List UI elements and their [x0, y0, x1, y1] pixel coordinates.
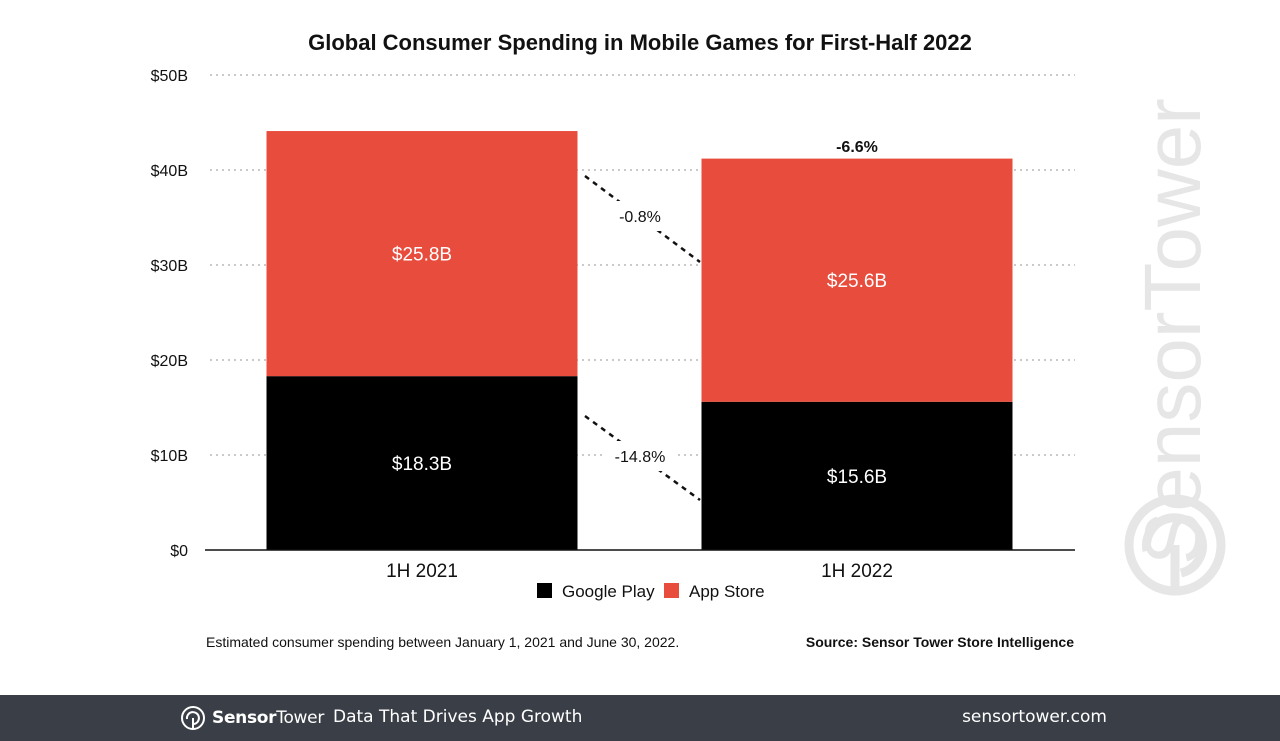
y-axis: $0 $10B $20B $30B $40B $50B [151, 68, 188, 560]
bar-segment-app-store [701, 158, 1013, 402]
chart-title: Global Consumer Spending in Mobile Games… [308, 30, 972, 55]
sensor-tower-logo-icon [181, 706, 205, 730]
y-tick-label: $0 [170, 543, 188, 560]
bar-value-label: $25.6B [827, 271, 887, 292]
x-tick-label: 1H 2022 [821, 561, 893, 582]
y-tick-label: $50B [151, 68, 188, 85]
footnote: Estimated consumer spending between Janu… [206, 634, 680, 650]
y-tick-label: $20B [151, 353, 188, 370]
footer-brand-tower: Tower [276, 708, 325, 728]
chart: Global Consumer Spending in Mobile Games… [151, 30, 1075, 601]
bar-segment-google-play [266, 376, 578, 550]
legend-label-google-play: Google Play [562, 582, 655, 601]
y-tick-label: $40B [151, 163, 188, 180]
source-note: Source: Sensor Tower Store Intelligence [805, 634, 1074, 650]
legend-swatch-google-play [537, 583, 552, 598]
footer-brand[interactable]: SensorTower [180, 705, 324, 731]
bar-segment-app-store [266, 131, 578, 377]
google-play-change-label-bg [605, 441, 675, 471]
legend-swatch-app-store [664, 583, 679, 598]
bars [266, 131, 1013, 550]
bar-value-label: $25.8B [392, 245, 452, 266]
bar-labels: $18.3B $25.8B $15.6B $25.6B [392, 245, 887, 488]
watermark-text: SensorTower [1128, 98, 1217, 565]
watermark: SensorTower [1124, 98, 1226, 596]
sensor-tower-logo-icon [1124, 494, 1226, 596]
bar-segment-google-play [701, 401, 1013, 550]
app-store-change-label: -0.8% [619, 209, 661, 226]
footer-url[interactable]: sensortower.com [962, 707, 1107, 727]
x-axis: 1H 2021 1H 2022 [386, 561, 893, 582]
y-tick-label: $30B [151, 258, 188, 275]
legend-label-app-store: App Store [689, 582, 765, 601]
app-store-change-label-bg [608, 201, 672, 231]
footer-tagline: Data That Drives App Growth [333, 707, 583, 727]
x-tick-label: 1H 2021 [386, 561, 458, 582]
total-change-label: -6.6% [836, 139, 878, 156]
footer-brand-name: SensorTower [212, 708, 324, 728]
y-tick-label: $10B [151, 448, 188, 465]
bar-value-label: $18.3B [392, 454, 452, 475]
legend: Google Play App Store [537, 582, 765, 601]
footer-brand-sensor: Sensor [212, 708, 277, 728]
google-play-change-label: -14.8% [615, 449, 666, 466]
bar-value-label: $15.6B [827, 467, 887, 488]
footer-bar: SensorTower Data That Drives App Growth … [0, 695, 1280, 741]
